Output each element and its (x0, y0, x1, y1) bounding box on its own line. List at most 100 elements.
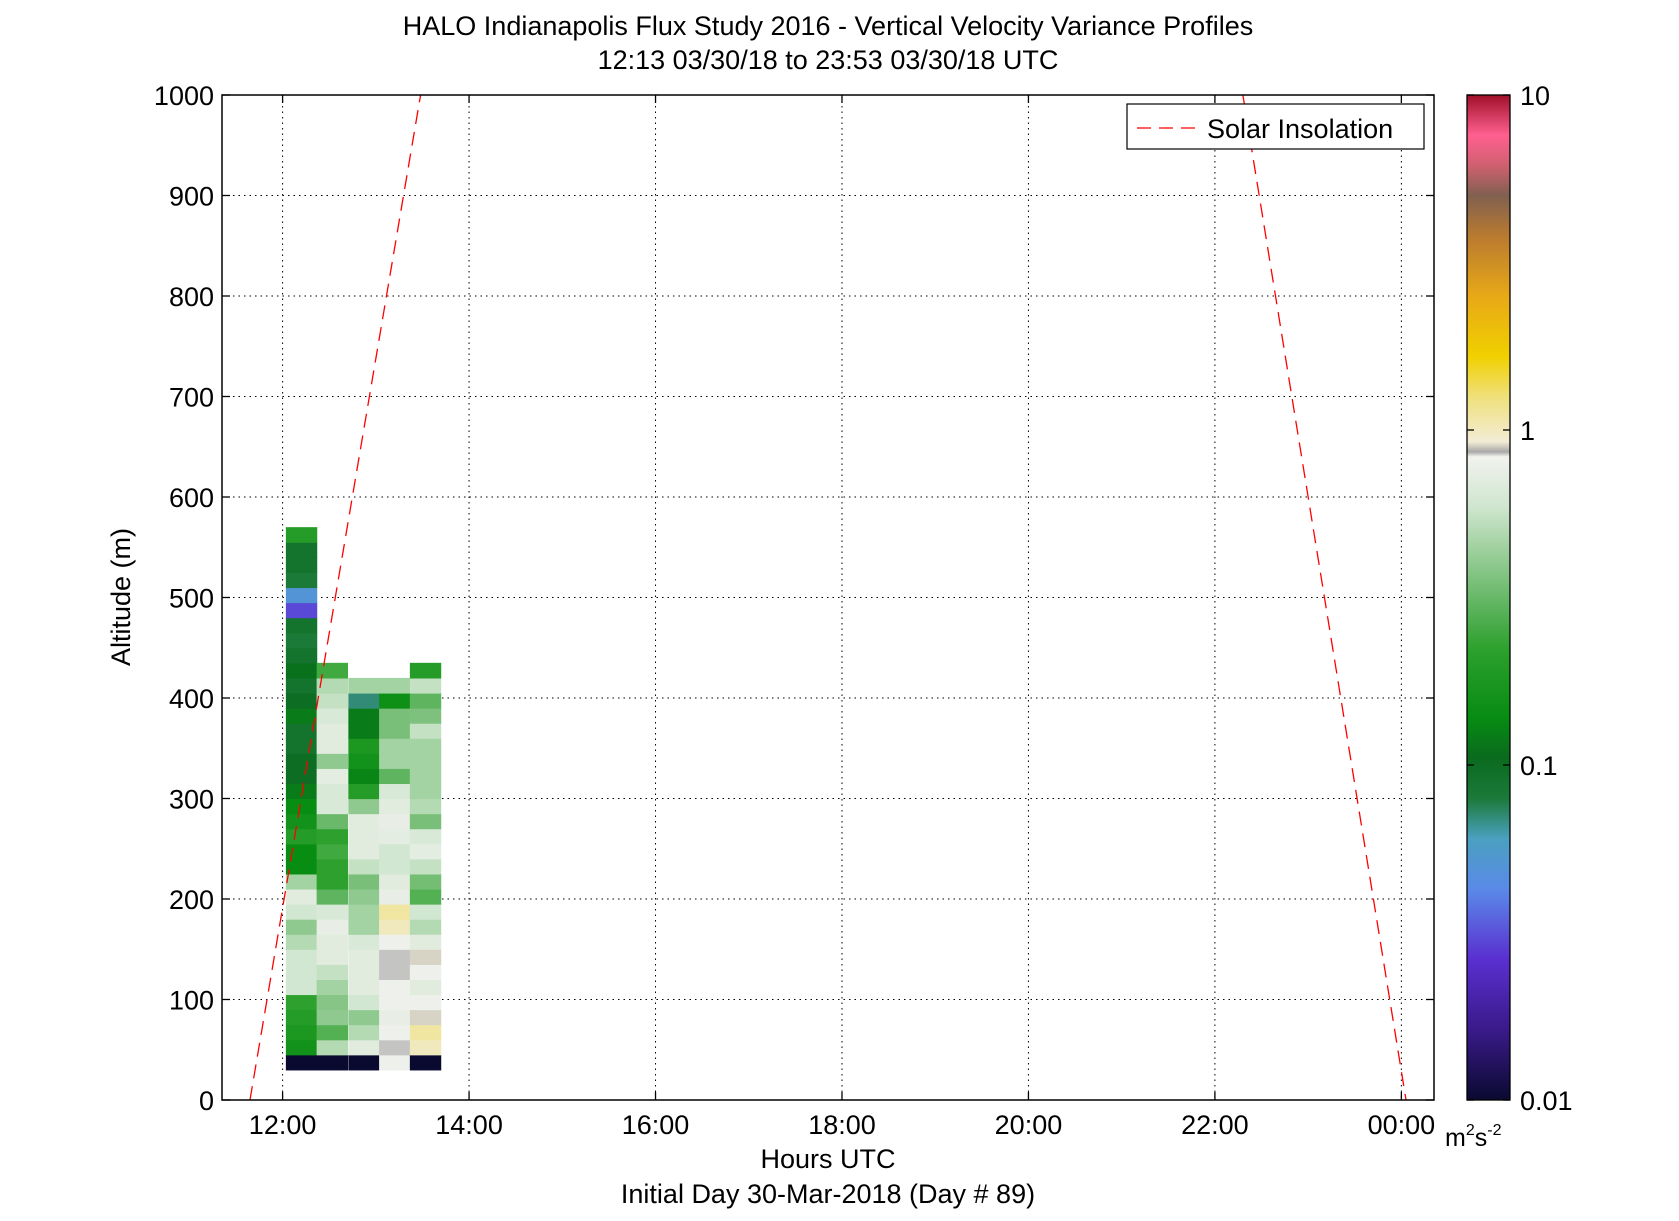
heatmap-cell (348, 753, 380, 769)
legend: Solar Insolation (1126, 103, 1425, 150)
heatmap-cell (348, 692, 380, 709)
heatmap-cell (285, 602, 318, 619)
heatmap-cell (348, 738, 380, 754)
heatmap-cell (348, 964, 380, 980)
y-tick-label: 900 (169, 182, 214, 212)
heatmap-cell (348, 919, 380, 935)
heatmap-cell (285, 828, 318, 845)
y-axis-label: Altitude (m) (106, 528, 136, 666)
heatmap-cell (348, 708, 380, 724)
heatmap-cell (316, 994, 348, 1011)
heatmap-cell (409, 934, 442, 950)
solar-insolation-line (1242, 95, 1407, 1100)
heatmap-cell (316, 1009, 348, 1026)
heatmap-cell (285, 1039, 318, 1056)
heatmap-cell (379, 858, 411, 875)
heatmap-cell (409, 768, 442, 785)
heatmap-cell (409, 858, 442, 875)
heatmap-cell (285, 692, 318, 709)
heatmap-cell (316, 692, 348, 709)
heatmap-cell (316, 753, 348, 769)
heatmap-cell (285, 647, 318, 664)
heatmap-cell (379, 753, 411, 769)
heatmap-cell (285, 587, 318, 604)
heatmap-cell (285, 813, 318, 830)
y-tick-label: 1000 (154, 81, 214, 111)
heatmap-cell (409, 1024, 442, 1041)
heatmap-cell (316, 949, 348, 965)
legend-label-solar-insolation: Solar Insolation (1207, 114, 1393, 144)
heatmap-cell (379, 934, 411, 950)
heatmap-cell (316, 813, 348, 830)
heatmap-cell (379, 949, 411, 965)
y-tick-label: 400 (169, 684, 214, 714)
heatmap-cell (348, 768, 380, 785)
heatmap-cell (285, 527, 318, 543)
heatmap-cell (316, 1054, 348, 1071)
heatmap-cell (348, 1024, 380, 1041)
heatmap-cell (316, 708, 348, 724)
heatmap-cell (316, 843, 348, 860)
heatmap-cell (348, 904, 380, 920)
x-tick-label: 14:00 (435, 1110, 503, 1140)
heatmap-cell (316, 873, 348, 890)
heatmap-cell (285, 632, 318, 649)
y-tick-label: 300 (169, 785, 214, 815)
heatmap-cell (316, 919, 348, 935)
heatmap-cell (285, 677, 318, 694)
chart-subtitle: 12:13 03/30/18 to 23:53 03/30/18 UTC (598, 45, 1059, 75)
heatmap-cell (348, 949, 380, 965)
heatmap-cell (285, 949, 318, 965)
x-tick-label: 16:00 (622, 1110, 690, 1140)
heatmap-cell (348, 723, 380, 739)
heatmap-cell (285, 843, 318, 860)
heatmap-cell (285, 738, 318, 754)
heatmap-cell (285, 768, 318, 785)
heatmap-cell (379, 828, 411, 845)
heatmap-cell (316, 1024, 348, 1041)
heatmap-cell (409, 919, 442, 935)
heatmap-cell (348, 1054, 380, 1071)
heatmap-cell (285, 858, 318, 875)
heatmap-cell (285, 994, 318, 1011)
heatmap-cell (379, 1039, 411, 1056)
heatmap-cell (348, 858, 380, 875)
heatmap-cell (409, 708, 442, 724)
heatmap-cell (379, 1054, 411, 1071)
heatmap-cell (285, 708, 318, 724)
heatmap-cell (379, 964, 411, 980)
heatmap-cell (409, 828, 442, 845)
heatmap-cell (409, 723, 442, 739)
heatmap-cell (379, 768, 411, 785)
x-tick-label: 22:00 (1181, 1110, 1249, 1140)
heatmap-cell (409, 904, 442, 920)
heatmap-cell (379, 1024, 411, 1041)
heatmap-cell (316, 783, 348, 800)
heatmap-cell (316, 934, 348, 950)
heatmap-cell (348, 994, 380, 1011)
heatmap-cell (409, 994, 442, 1011)
heatmap-cell (285, 572, 318, 589)
heatmap-cell (379, 813, 411, 830)
heatmap-cell (379, 723, 411, 739)
heatmap-cell (409, 843, 442, 860)
heatmap-cell (409, 738, 442, 754)
y-tick-label: 500 (169, 584, 214, 614)
heatmap-cell (285, 1054, 318, 1071)
heatmap-cell (285, 934, 318, 950)
legend-box (1126, 103, 1425, 150)
heatmap-cell (379, 979, 411, 996)
heatmap-cell (348, 934, 380, 950)
heatmap-cell (285, 964, 318, 980)
heatmap-cell (285, 723, 318, 739)
heatmap-cell (409, 692, 442, 709)
heatmap-cell (379, 708, 411, 724)
colorbar-tick-label: 0.1 (1520, 751, 1558, 781)
heatmap-cell (285, 1024, 318, 1041)
y-tick-label: 700 (169, 383, 214, 413)
heatmap-cell (285, 542, 318, 558)
x-tick-label: 00:00 (1368, 1110, 1436, 1140)
heatmap-cell (348, 783, 380, 800)
